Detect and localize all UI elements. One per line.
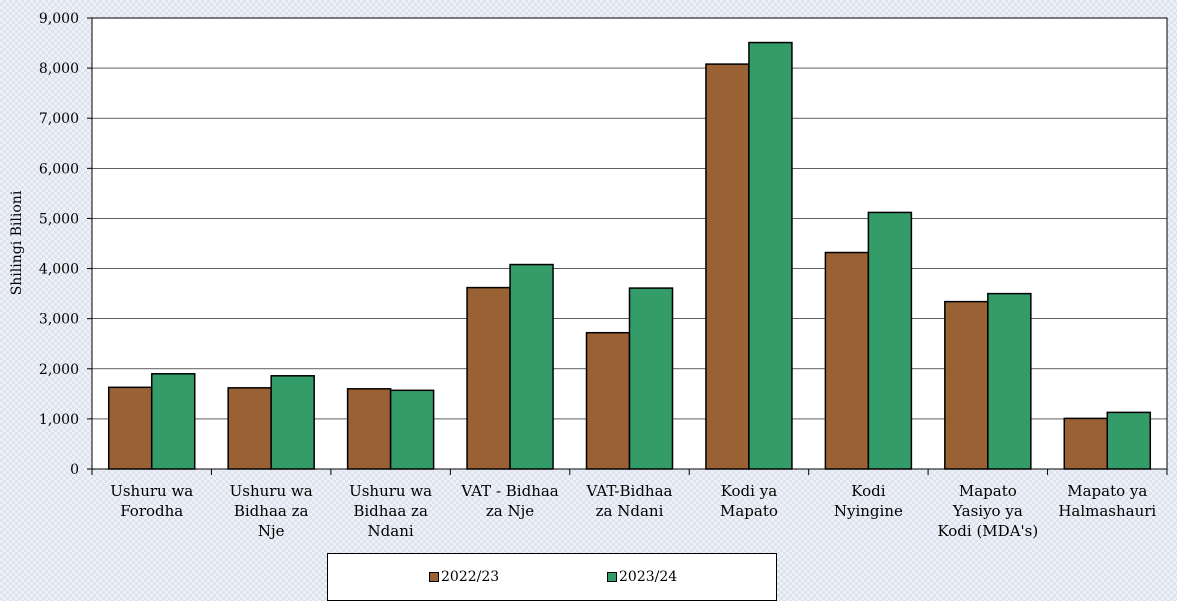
bar-2023-24-4 — [628, 287, 674, 470]
x-tick-label: Ushuru wa Bidhaa za Ndani — [349, 482, 432, 540]
bar-2023-24-3 — [509, 263, 554, 470]
y-tick-label: 1,000 — [39, 412, 79, 428]
bar-2023-24-2 — [389, 389, 435, 470]
bar-2023-24-8 — [1106, 411, 1152, 470]
x-tick-label: Kodi ya Mapato — [720, 482, 778, 520]
y-tick-label: 7,000 — [39, 111, 79, 127]
bars — [107, 41, 1152, 470]
x-tick-label: VAT-Bidhaa za Ndani — [586, 482, 673, 520]
x-tick-label: Mapato ya Halmashauri — [1058, 482, 1156, 520]
x-tick-label: Mapato Yasiyo ya Kodi (MDA's) — [937, 482, 1038, 540]
x-tick-label: VAT - Bidhaa za Nje — [460, 482, 558, 520]
y-tick-label: 9,000 — [39, 11, 79, 27]
legend-item-2023-24: 2023/24 — [607, 569, 677, 585]
bar-2023-24-0 — [150, 373, 196, 470]
bar-2022-23-5 — [705, 63, 750, 470]
y-axis-label: Shilingi Bilioni — [9, 190, 25, 295]
y-tick-label: 2,000 — [39, 362, 79, 378]
plot-border — [91, 17, 1168, 470]
legend-item-2022-23: 2022/23 — [429, 569, 499, 585]
bar-2023-24-1 — [270, 375, 315, 470]
y-tick-labels: 0 1,000 2,000 3,000 4,000 5,000 6,000 7,000 8,00… — [39, 11, 79, 478]
legend-label-2022-23: 2022/23 — [441, 569, 500, 585]
y-tick-label: 4,000 — [39, 262, 79, 278]
bar-2022-23-1 — [227, 387, 272, 470]
y-tick-label: 8,000 — [39, 61, 79, 77]
bar-2023-24-5 — [748, 41, 793, 470]
axes — [87, 17, 1168, 475]
x-tick-label: Kodi Nyingine — [834, 482, 903, 520]
legend-swatch-2023-24 — [607, 572, 617, 582]
legend-swatch-2022-23 — [429, 572, 439, 582]
legend-label-2023-24: 2023/24 — [619, 569, 678, 585]
y-tick-label: 5,000 — [39, 211, 79, 227]
x-tick-labels: Ushuru wa Forodha Ushuru wa Bidhaa za Nje Ush… — [110, 482, 1156, 540]
x-tick-label: Ushuru wa Bidhaa za Nje — [230, 482, 313, 540]
bar-2022-23-2 — [346, 388, 392, 470]
y-tick-label: 6,000 — [39, 161, 79, 177]
bar-2022-23-7 — [944, 300, 989, 470]
y-tick-label: 3,000 — [39, 312, 79, 328]
y-tick-label: 0 — [70, 462, 79, 478]
legend: 2022/23 2023/24 — [327, 553, 777, 601]
x-tick-label: Ushuru wa Forodha — [110, 482, 193, 520]
bar-2022-23-0 — [107, 386, 153, 470]
bar-chart: 0 1,000 2,000 3,000 4,000 5,000 6,000 7,000 8,00… — [9, 11, 1168, 540]
bar-2023-24-6 — [867, 211, 913, 470]
bar-2022-23-3 — [466, 286, 511, 470]
bar-2022-23-8 — [1063, 417, 1109, 470]
bar-2023-24-7 — [987, 292, 1032, 470]
bar-2022-23-4 — [585, 331, 631, 470]
bar-2022-23-6 — [824, 251, 870, 470]
